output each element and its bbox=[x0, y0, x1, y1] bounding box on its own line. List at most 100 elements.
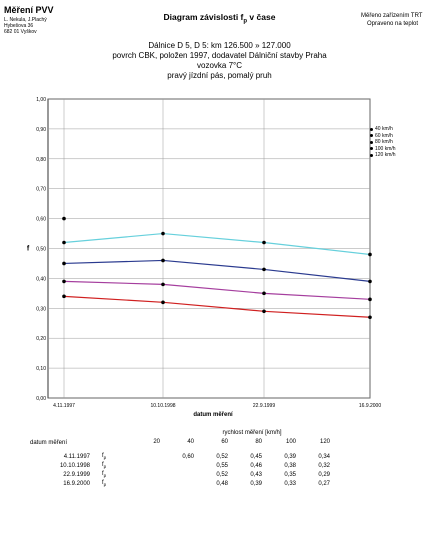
cell-value: 0,39 bbox=[250, 480, 262, 487]
cell-value: 0,46 bbox=[250, 462, 262, 469]
data-point bbox=[161, 282, 165, 287]
row-quantity: fp bbox=[102, 479, 107, 488]
data-point bbox=[262, 240, 266, 245]
y-tick-label: 1,00 bbox=[36, 97, 46, 103]
legend-swatch bbox=[370, 127, 373, 131]
legend-swatch bbox=[370, 147, 373, 151]
cell-value: 0,45 bbox=[250, 453, 262, 460]
series-line bbox=[63, 259, 371, 282]
data-point bbox=[161, 231, 165, 236]
table-row: 16.9.2000 fp 0,48 0,39 0,33 0,27 bbox=[30, 479, 334, 488]
data-point bbox=[62, 279, 66, 284]
speed-header: 40 bbox=[187, 438, 194, 445]
legend-item: 100 km/h bbox=[370, 146, 396, 153]
table-speed-header-row: 20 40 60 80 100 120 bbox=[30, 437, 334, 446]
legend-label: 100 km/h bbox=[375, 145, 396, 152]
cell-value: 0,55 bbox=[216, 462, 228, 469]
y-axis-label: f bbox=[27, 246, 30, 253]
cell-value bbox=[130, 452, 164, 461]
subtitle-line-4: pravý jízdní pás, pomalý pruh bbox=[167, 71, 272, 80]
y-tick-label: 0,30 bbox=[36, 306, 46, 312]
device-note: Měřeno zařízením TRT Opraveno na teplot bbox=[359, 12, 439, 28]
legend-label: 120 km/h bbox=[375, 152, 396, 158]
cell-value: 0,38 bbox=[284, 462, 296, 469]
row-date: 22.9.1999 bbox=[63, 471, 90, 478]
report-title: Měření PVV bbox=[4, 5, 54, 15]
data-point bbox=[62, 261, 66, 266]
speed-header: 20 bbox=[153, 438, 160, 445]
x-tick-label: 4.11.1997 bbox=[53, 403, 75, 409]
subtitle-line-1: Dálnice D 5, D 5: km 126.500 » 127.000 bbox=[148, 41, 291, 50]
data-point bbox=[262, 267, 266, 272]
y-tick-label: 0,00 bbox=[36, 396, 46, 402]
series-line bbox=[63, 295, 371, 318]
cell-value: 0,52 bbox=[216, 471, 228, 478]
cell-value: 0,48 bbox=[216, 480, 228, 487]
cell-value bbox=[164, 461, 198, 470]
data-point bbox=[62, 216, 66, 221]
author-line: L. Nekula, J.Plachý bbox=[4, 17, 47, 23]
cell-value bbox=[164, 479, 198, 488]
city-line: 682 01 Vyškov bbox=[4, 29, 37, 35]
legend-label: 40 km/h bbox=[375, 126, 393, 132]
subtitle-line-2: povrch CBK, položen 1997, dodavatel Dáln… bbox=[112, 51, 327, 60]
series-line bbox=[63, 232, 371, 256]
chart-title-suffix: v čase bbox=[247, 12, 276, 22]
device-line-1: Měřeno zařízením TRT bbox=[361, 13, 423, 19]
cell-value: 0,27 bbox=[318, 480, 330, 487]
data-point bbox=[262, 309, 266, 314]
chart-subtitle: Dálnice D 5, D 5: km 126.500 » 127.000 p… bbox=[0, 41, 439, 81]
cell-value: 0,60 bbox=[182, 453, 194, 460]
data-point bbox=[62, 240, 66, 245]
cell-value: 0,29 bbox=[318, 471, 330, 478]
cell-value bbox=[164, 470, 198, 479]
legend-item: 80 km/h bbox=[370, 139, 396, 146]
data-point bbox=[161, 258, 165, 263]
table-row: 10.10.1998 fp 0,55 0,46 0,38 0,32 bbox=[30, 461, 334, 470]
data-point bbox=[368, 315, 372, 320]
legend-item: 120 km/h bbox=[370, 152, 396, 159]
address-line: Hybešova 36 bbox=[4, 23, 34, 29]
table-row-header: datum měření bbox=[30, 440, 68, 446]
x-tick-label: 22.9.1999 bbox=[253, 403, 275, 409]
row-date: 10.10.1998 bbox=[59, 462, 90, 469]
speed-header: 100 bbox=[285, 438, 296, 445]
cell-value bbox=[130, 479, 164, 488]
y-tick-label: 0,90 bbox=[36, 127, 46, 133]
speed-header: 80 bbox=[255, 438, 262, 445]
series-line bbox=[63, 280, 371, 300]
y-tick-label: 0,10 bbox=[36, 366, 46, 372]
legend-swatch bbox=[370, 153, 373, 157]
legend-item: 60 km/h bbox=[370, 133, 396, 140]
table-group-header-row: datum měření rychlost měření [km/h] bbox=[30, 428, 334, 447]
chart-title-prefix: Diagram závislosti f bbox=[163, 12, 244, 22]
row-date: 4.11.1997 bbox=[63, 453, 90, 460]
row-quantity: fp bbox=[102, 452, 107, 461]
x-axis-label: datum měření bbox=[193, 412, 233, 418]
speed-header: 120 bbox=[319, 438, 330, 445]
legend-item: 40 km/h bbox=[370, 126, 396, 133]
data-point bbox=[62, 294, 66, 299]
y-tick-label: 0,70 bbox=[36, 187, 46, 193]
legend-label: 80 km/h bbox=[375, 139, 393, 145]
row-quantity: fp bbox=[102, 470, 107, 479]
data-table: datum měření rychlost měření [km/h] 20 4… bbox=[30, 428, 334, 488]
table-group-header: rychlost měření [km/h] bbox=[222, 429, 282, 436]
y-tick-label: 0,40 bbox=[36, 276, 46, 282]
chart-title-sub: p bbox=[243, 18, 248, 25]
table-row: 22.9.1999 fp 0,52 0,43 0,35 0,29 bbox=[30, 470, 334, 479]
y-tick-label: 0,20 bbox=[36, 336, 46, 342]
data-point bbox=[262, 291, 266, 296]
subtitle-line-3: vozovka 7°C bbox=[197, 61, 242, 70]
cell-value: 0,35 bbox=[284, 471, 296, 478]
legend-label: 60 km/h bbox=[375, 132, 393, 139]
y-tick-label: 0,50 bbox=[36, 247, 46, 253]
x-tick-label: 10.10.1998 bbox=[150, 403, 175, 409]
cell-value: 0,33 bbox=[284, 480, 296, 487]
table-row: 4.11.1997 fp 0,60 0,52 0,45 0,39 0,34 bbox=[30, 452, 334, 461]
x-tick-label: 16.9.2000 bbox=[359, 403, 381, 409]
chart-title: Diagram závislosti fp v čase bbox=[0, 12, 439, 25]
data-point bbox=[368, 279, 372, 284]
cell-value: 0,34 bbox=[318, 453, 330, 460]
chart-legend: 40 km/h 60 km/h 80 km/h 100 km/h 120 km/h bbox=[370, 126, 396, 159]
